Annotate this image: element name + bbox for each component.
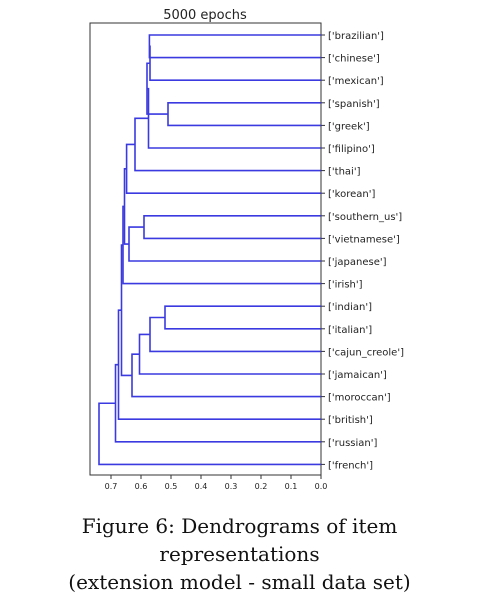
- dendrogram-link-11: [164, 305, 321, 330]
- leaf-label: ['chinese']: [328, 54, 380, 65]
- x-tick-label: 0.3: [225, 482, 238, 491]
- leaf-label: ['italian']: [328, 325, 372, 336]
- leaf-label: ['cajun_creole']: [328, 347, 404, 358]
- leaf-label: ['japanese']: [328, 257, 387, 268]
- figure-caption: Figure 6: Dendrograms of item representa…: [0, 512, 479, 596]
- leaf-label: ['thai']: [328, 167, 361, 178]
- x-tick-label: 0.0: [315, 482, 328, 491]
- x-axis-ticks: 0.7 0.6 0.5 0.4 0.3 0.2 0.1 0.0: [105, 475, 328, 491]
- leaf-label: ['british']: [328, 415, 373, 426]
- chart-title: 5000 epochs: [163, 8, 247, 23]
- dendrogram-link-7: [143, 215, 321, 240]
- caption-line-1: Figure 6: Dendrograms of item representa…: [81, 514, 398, 566]
- dendrogram-link-6: [125, 143, 321, 194]
- dendrogram-links: [98, 34, 321, 466]
- leaf-label: ['korean']: [328, 189, 375, 200]
- dendrogram-link-12: [149, 316, 321, 353]
- dendrogram-link-0: [148, 34, 321, 59]
- dendrogram-link-4: [147, 87, 321, 149]
- leaf-label: ['mexican']: [328, 76, 384, 87]
- leaf-label: ['french']: [328, 460, 373, 471]
- dendrogram-link-18: [98, 402, 321, 466]
- leaf-label: ['spanish']: [328, 99, 380, 110]
- leaf-label: ['vietnamese']: [328, 234, 400, 245]
- leaf-label: ['brazilian']: [328, 31, 384, 42]
- leaf-label: ['irish']: [328, 280, 363, 291]
- leaf-label: ['filipino']: [328, 144, 375, 155]
- dendrogram-link-13: [138, 333, 321, 375]
- leaf-labels: ['brazilian'] ['chinese'] ['mexican'] ['spa…: [321, 31, 404, 471]
- leaf-label: ['moroccan']: [328, 393, 391, 404]
- x-tick-label: 0.2: [255, 482, 268, 491]
- x-tick-label: 0.1: [285, 482, 298, 491]
- x-tick-label: 0.6: [135, 482, 148, 491]
- dendrogram-link-14: [131, 353, 321, 398]
- x-tick-label: 0.5: [165, 482, 178, 491]
- dendrogram-figure: 5000 epochs ['brazilian'] ['chinese'] ['me…: [89, 8, 404, 491]
- dendrogram-link-16: [117, 309, 321, 420]
- caption-line-2: (extension model - small data set): [68, 570, 411, 594]
- dendrogram-link-1: [149, 45, 321, 81]
- dendrogram-link-8: [128, 226, 321, 262]
- leaf-label: ['southern_us']: [328, 212, 402, 223]
- x-tick-label: 0.7: [105, 482, 118, 491]
- dendrogram-link-2: [167, 102, 321, 127]
- leaf-label: ['russian']: [328, 438, 378, 449]
- leaf-label: ['indian']: [328, 302, 372, 313]
- plot-frame: [89, 22, 322, 476]
- x-tick-label: 0.4: [195, 482, 208, 491]
- dendrogram-link-17: [114, 363, 321, 443]
- dendrogram-link-10: [122, 205, 321, 285]
- leaf-label: ['greek']: [328, 121, 370, 132]
- leaf-label: ['jamaican']: [328, 370, 387, 381]
